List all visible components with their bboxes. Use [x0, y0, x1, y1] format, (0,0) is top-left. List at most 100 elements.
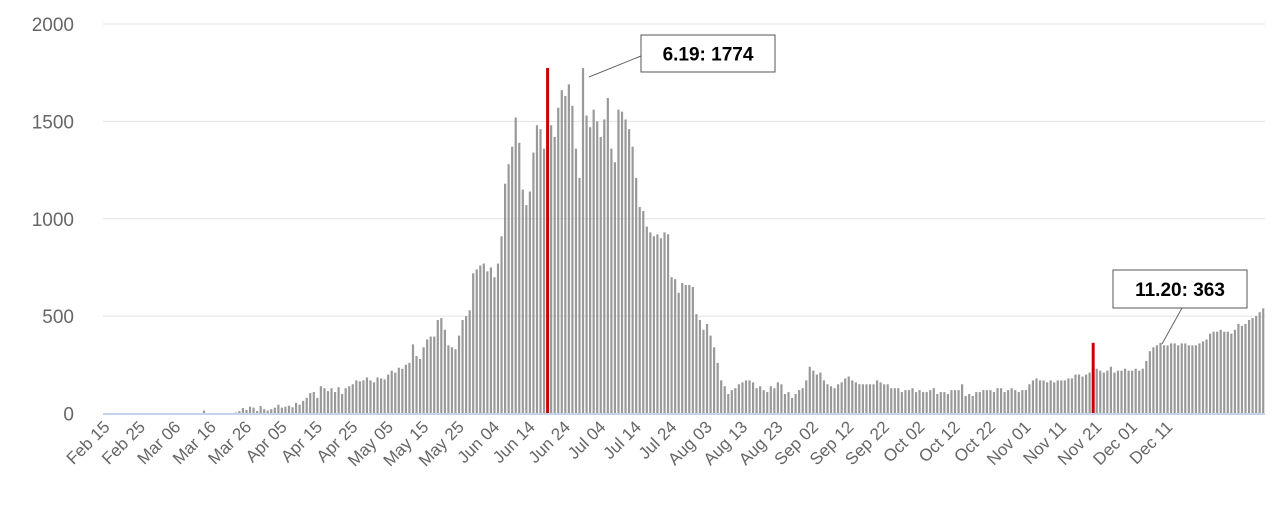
bar	[1219, 329, 1222, 414]
bar	[1262, 308, 1265, 414]
bar	[270, 409, 273, 414]
bar	[344, 388, 347, 414]
bar	[1138, 370, 1141, 414]
y-axis-tick-labels: 0 500 1000 1500 2000	[32, 15, 74, 426]
bar	[1081, 376, 1084, 414]
bar	[202, 410, 206, 414]
bar	[1028, 384, 1031, 414]
bar	[932, 388, 935, 414]
bar	[1226, 331, 1229, 414]
highlight-bar	[546, 68, 550, 414]
bar	[1177, 345, 1180, 414]
bar	[705, 323, 709, 414]
bar	[861, 384, 865, 414]
y-tick-label: 0	[63, 405, 74, 426]
bar	[518, 142, 521, 414]
bar	[496, 263, 500, 414]
bar	[989, 390, 992, 414]
bar	[294, 402, 298, 414]
bar	[893, 388, 896, 414]
bar	[999, 388, 1003, 414]
bar	[1251, 318, 1254, 414]
bar	[1046, 382, 1049, 414]
highlight-bar	[1091, 342, 1095, 414]
bar	[805, 380, 808, 414]
bar	[574, 148, 578, 414]
bar	[677, 292, 680, 414]
bar	[659, 238, 663, 414]
bar	[479, 265, 482, 414]
callout-box	[640, 34, 776, 73]
bar	[333, 392, 337, 414]
bar	[1187, 345, 1190, 414]
bar	[610, 148, 613, 414]
callout-leader	[588, 55, 642, 78]
bar	[798, 390, 801, 414]
bar	[256, 411, 259, 414]
bar	[1134, 368, 1137, 414]
bar	[482, 263, 485, 414]
bar	[362, 380, 365, 414]
bar	[826, 384, 829, 414]
bar	[1077, 374, 1081, 414]
bar	[1152, 347, 1155, 414]
bar	[571, 105, 574, 414]
bar	[454, 349, 457, 414]
bar	[946, 394, 950, 414]
bar	[355, 380, 358, 414]
bar	[1095, 368, 1098, 414]
bar	[663, 232, 666, 414]
bar	[875, 380, 879, 414]
bar	[730, 390, 733, 414]
bar	[457, 335, 461, 414]
bar	[1038, 380, 1042, 414]
bar	[709, 335, 712, 414]
bar	[1166, 345, 1169, 414]
bar	[684, 284, 687, 414]
bar	[936, 394, 939, 414]
bar	[1180, 343, 1183, 414]
bar	[996, 388, 999, 414]
bar	[943, 392, 946, 414]
bar	[723, 386, 726, 414]
bar	[433, 336, 436, 414]
callout-box	[1112, 269, 1248, 309]
bar	[851, 380, 854, 414]
bar	[815, 374, 818, 414]
x-tick-label: Jul 04	[564, 417, 610, 463]
bar	[833, 388, 836, 414]
bar	[776, 382, 779, 414]
bar	[971, 395, 974, 414]
bar	[390, 370, 393, 414]
bar	[535, 125, 539, 414]
bar	[426, 339, 429, 414]
bar	[599, 136, 602, 414]
bar	[358, 381, 361, 414]
bar	[695, 314, 698, 414]
bar	[351, 384, 354, 414]
bar	[787, 392, 790, 414]
bar	[1230, 333, 1233, 414]
bar	[486, 271, 489, 414]
bar	[238, 411, 241, 414]
bar	[1017, 392, 1020, 414]
bar	[415, 356, 418, 414]
y-tick-label: 2000	[32, 15, 74, 36]
bar	[964, 395, 967, 414]
bar	[298, 404, 301, 414]
bar	[737, 384, 741, 414]
bar	[1131, 370, 1134, 414]
bar	[1053, 382, 1056, 414]
bar	[592, 109, 595, 414]
bar	[691, 286, 694, 414]
bar	[493, 277, 496, 414]
bar	[440, 318, 443, 414]
bar	[649, 232, 652, 414]
bar	[248, 406, 252, 414]
bar	[837, 384, 840, 414]
bar	[886, 384, 889, 414]
bar	[897, 388, 900, 414]
bar	[553, 136, 556, 414]
bar	[631, 146, 634, 414]
bar	[950, 390, 953, 414]
